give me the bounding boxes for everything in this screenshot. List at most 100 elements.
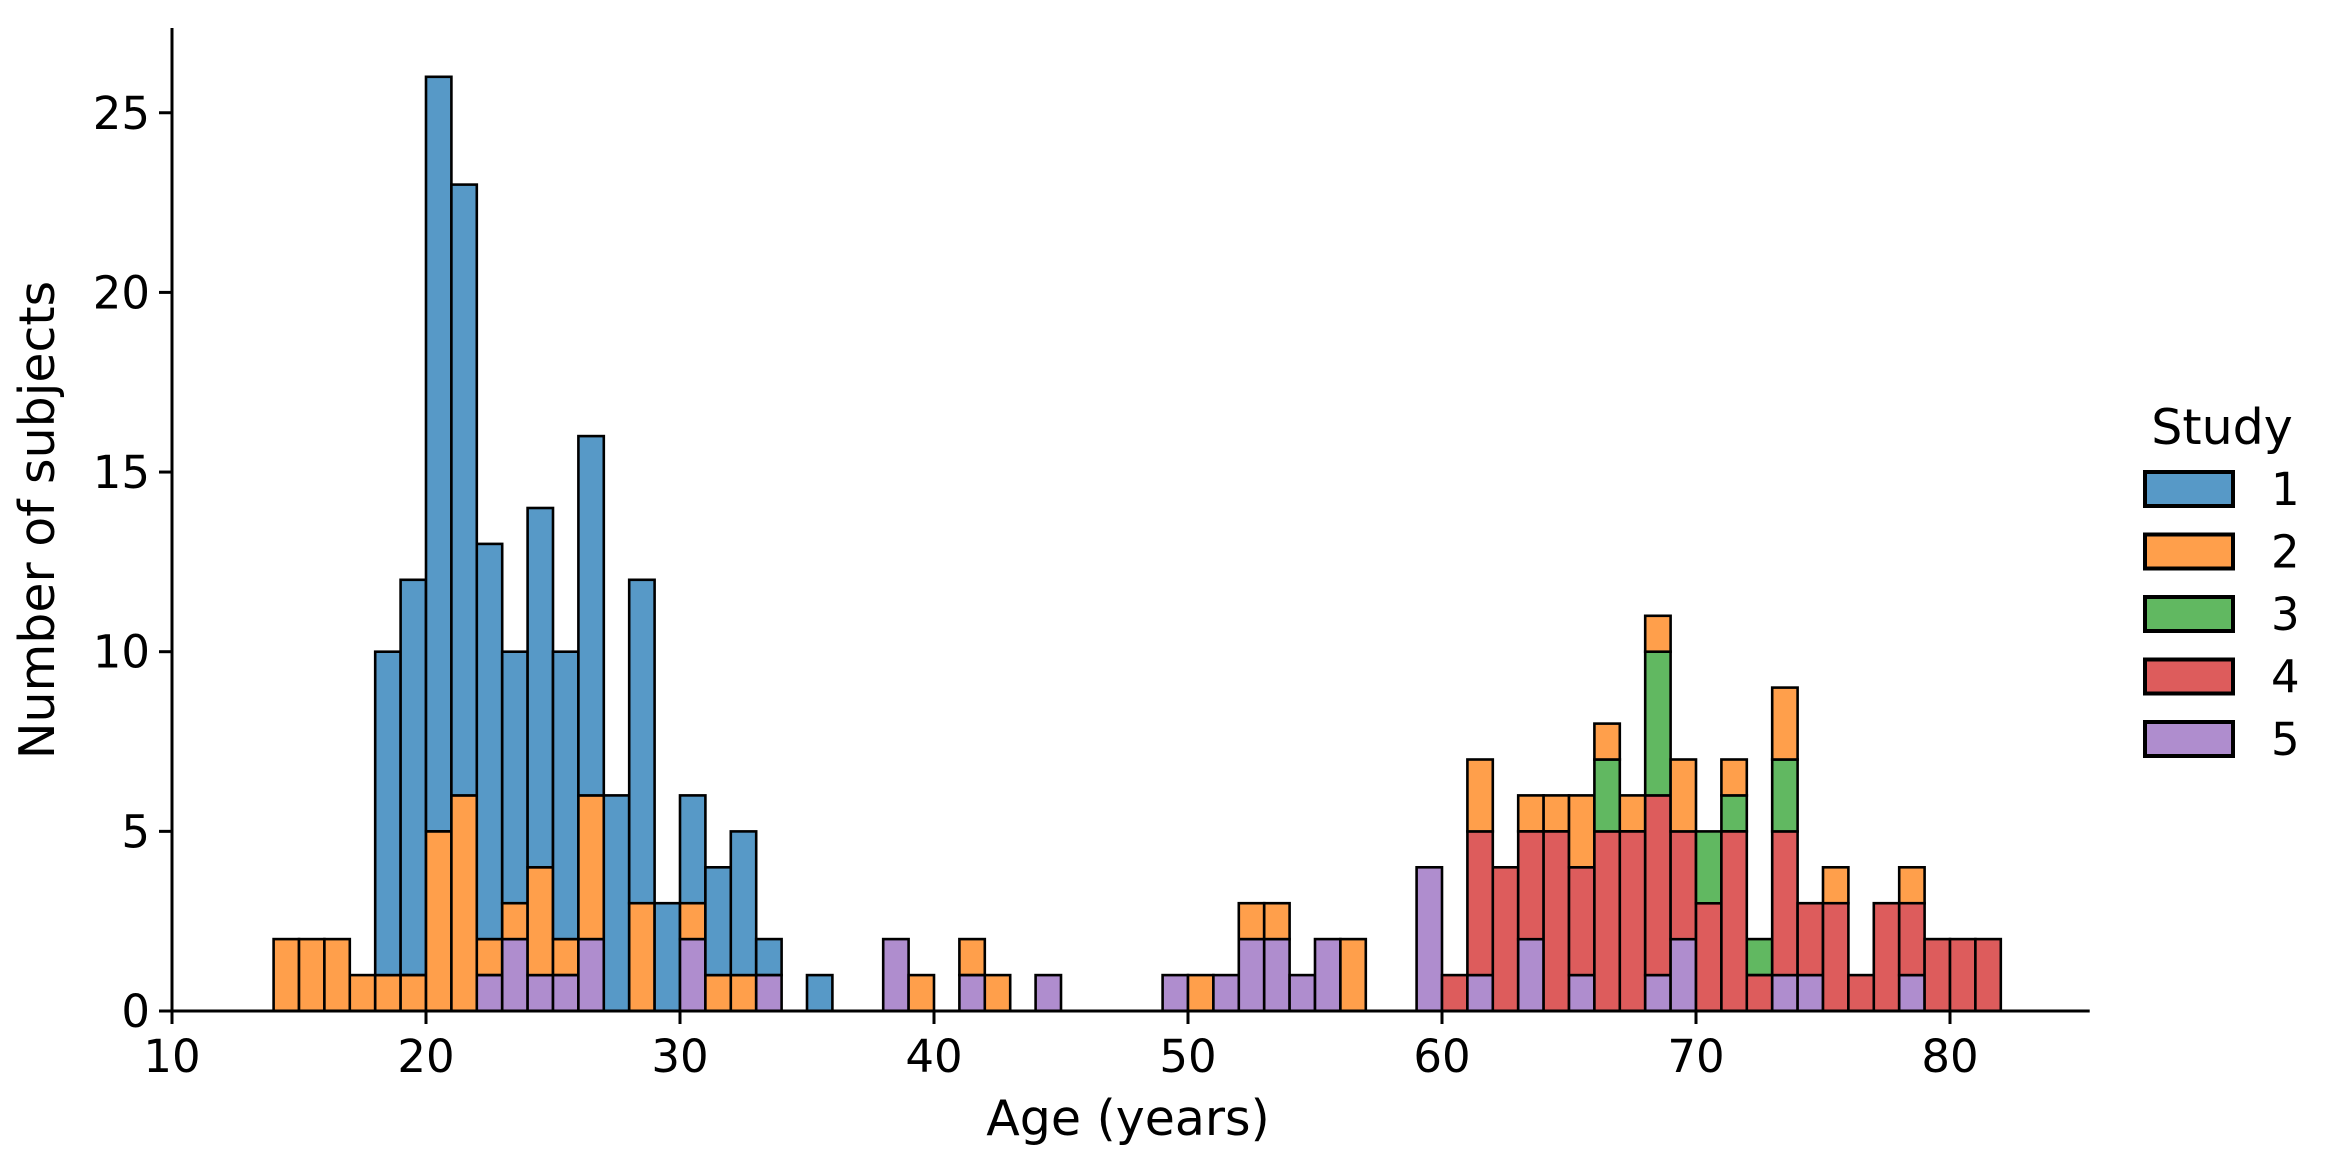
bar-segment-study-4-age-76	[1847, 973, 1876, 1013]
y-tick-label-15: 15	[93, 446, 150, 499]
bar-segment-study-1-age-32	[729, 830, 758, 977]
bar-segment-study-4-age-75	[1821, 901, 1850, 1013]
bar-segment-study-1-age-29	[653, 901, 682, 1013]
y-axis-label: Number of subjects	[9, 281, 66, 759]
x-axis-label: Age (years)	[986, 1090, 1269, 1147]
bar-segment-study-4-age-67	[1618, 830, 1647, 1013]
bar-segment-study-5-age-22	[475, 973, 504, 1013]
bar-segment-study-2-age-20	[424, 830, 453, 1013]
bar-segment-study-2-age-39	[907, 973, 936, 1013]
bar-segment-study-1-age-35	[805, 973, 834, 1013]
bar-segment-study-5-age-55	[1313, 937, 1342, 1013]
legend-label-study-1: 1	[2271, 463, 2300, 516]
bar-segment-study-2-age-23	[500, 901, 529, 941]
bar-segment-study-4-age-80	[1948, 937, 1977, 1013]
bar-segment-study-4-age-78	[1897, 901, 1926, 977]
y-tick-label-20: 20	[93, 266, 150, 319]
x-tick-label-30: 30	[651, 1030, 708, 1083]
bar-segment-study-5-age-69	[1669, 937, 1698, 1013]
bar-segment-study-2-age-61	[1466, 758, 1495, 833]
bar-segment-study-5-age-30	[678, 937, 707, 1013]
bar-segment-study-4-age-70	[1694, 901, 1723, 1013]
x-tick-label-80: 80	[1921, 1030, 1978, 1083]
bar-segment-study-4-age-79	[1923, 937, 1952, 1013]
bar-segment-study-5-age-49	[1161, 973, 1190, 1013]
bar-segment-study-5-age-24	[526, 973, 555, 1013]
bar-segment-study-2-age-24	[526, 865, 555, 977]
legend-swatch-study-5	[2143, 720, 2235, 758]
bar-segment-study-2-age-32	[729, 973, 758, 1013]
bar-segment-study-5-age-23	[500, 937, 529, 1013]
bar-segment-study-2-age-21	[450, 794, 479, 1013]
bar-segment-study-4-age-68	[1643, 794, 1672, 977]
bar-segment-study-2-age-67	[1618, 794, 1647, 833]
legend-entries: 1 2 3 4 5	[2143, 463, 2300, 766]
bar-segment-study-2-age-15	[297, 937, 326, 1013]
bar-segment-study-5-age-25	[551, 973, 580, 1013]
legend-title: Study	[2151, 399, 2292, 456]
y-tick-label-10: 10	[93, 626, 150, 679]
bar-segment-study-2-age-78	[1897, 865, 1926, 905]
bar-segment-study-5-age-78	[1897, 973, 1926, 1013]
legend-swatch-study-2	[2143, 532, 2235, 571]
bar-segment-study-1-age-33	[754, 937, 783, 977]
bar-segment-study-3-age-70	[1694, 830, 1723, 905]
bar-segment-study-2-age-18	[373, 973, 402, 1013]
bar-segment-study-1-age-26	[577, 434, 606, 797]
legend-label-study-5: 5	[2271, 713, 2300, 766]
legend: Study 1 2 3 4 5	[2143, 399, 2300, 766]
bar-segment-study-2-age-75	[1821, 865, 1850, 905]
bar-segment-study-2-age-42	[983, 973, 1012, 1013]
bar-segment-study-2-age-22	[475, 937, 504, 977]
bar-segment-study-4-age-72	[1745, 973, 1774, 1013]
bar-segment-study-1-age-22	[475, 542, 504, 941]
legend-label-study-2: 2	[2271, 526, 2300, 579]
legend-label-study-3: 3	[2271, 588, 2300, 641]
bar-segment-study-4-age-60	[1440, 973, 1469, 1013]
bar-segment-study-5-age-44	[1034, 973, 1063, 1013]
bar-segment-study-4-age-77	[1872, 901, 1901, 1013]
legend-swatch-study-4	[2143, 657, 2235, 696]
y-tick-label-5: 5	[121, 805, 150, 858]
y-tick-labels: 0 5 10 15 20 25	[93, 87, 150, 1038]
bar-segment-study-4-age-74	[1796, 901, 1825, 977]
bar-segment-study-3-age-72	[1745, 937, 1774, 977]
bar-segment-study-2-age-19	[399, 973, 428, 1013]
bar-segment-study-2-age-56	[1339, 937, 1368, 1013]
bar-segment-study-2-age-31	[704, 973, 733, 1013]
bar-segment-study-5-age-65	[1567, 973, 1596, 1013]
bar-segment-study-1-age-25	[551, 650, 580, 941]
bar-segment-study-2-age-53	[1262, 901, 1291, 941]
x-tick-label-60: 60	[1413, 1030, 1470, 1083]
bar-segment-study-5-age-41	[958, 973, 987, 1013]
bar-segment-study-4-age-64	[1542, 830, 1571, 1013]
bar-segment-study-4-age-65	[1567, 865, 1596, 977]
x-tick-label-20: 20	[397, 1030, 454, 1083]
bar-segment-study-3-age-71	[1720, 794, 1749, 833]
bar-segment-study-2-age-68	[1643, 614, 1672, 653]
bar-segment-study-4-age-81	[1974, 937, 2003, 1013]
bar-segment-study-2-age-16	[323, 937, 352, 1013]
bar-segment-study-3-age-66	[1593, 758, 1622, 833]
bar-segment-study-2-age-73	[1770, 686, 1799, 761]
bar-segment-study-3-age-68	[1643, 650, 1672, 797]
bar-segment-study-2-age-63	[1516, 794, 1545, 833]
bar-segment-study-4-age-69	[1669, 830, 1698, 941]
bars-layer	[272, 75, 2003, 1013]
x-tick-label-10: 10	[143, 1030, 200, 1083]
bar-segment-study-1-age-18	[373, 650, 402, 977]
bar-segment-study-5-age-73	[1770, 973, 1799, 1013]
bar-segment-study-4-age-73	[1770, 830, 1799, 977]
bar-segment-study-1-age-27	[602, 794, 631, 1013]
bar-segment-study-1-age-30	[678, 794, 707, 905]
bar-segment-study-2-age-65	[1567, 794, 1596, 869]
bar-segment-study-2-age-28	[627, 901, 656, 1013]
axes-layer	[159, 28, 2090, 1024]
bar-segment-study-1-age-20	[424, 75, 453, 833]
bar-segment-study-3-age-73	[1770, 758, 1799, 833]
legend-swatch-study-1	[2143, 470, 2235, 508]
bar-segment-study-2-age-26	[577, 794, 606, 941]
bar-segment-study-2-age-41	[958, 937, 987, 977]
